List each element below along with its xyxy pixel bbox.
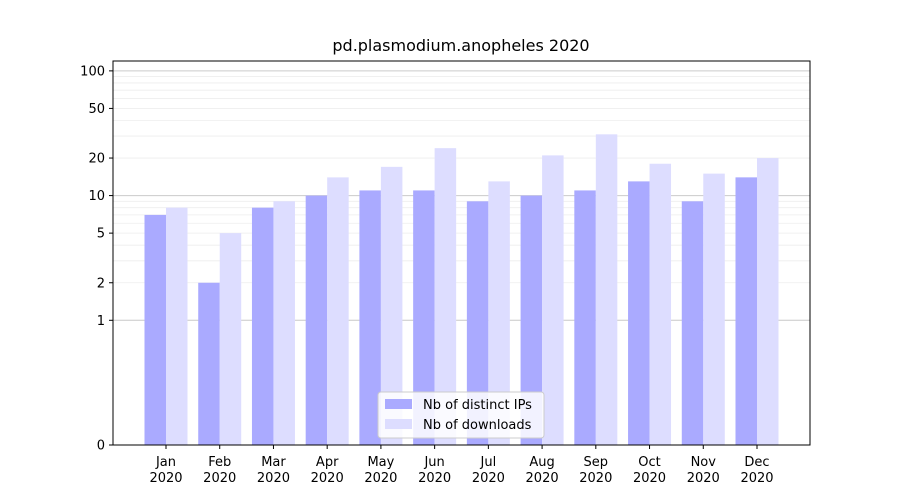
y-tick-label: 10 xyxy=(88,189,105,204)
y-tick-label: 50 xyxy=(88,102,105,117)
bar-downloads xyxy=(219,233,242,445)
x-tick-label-year: 2020 xyxy=(472,471,505,486)
bar-ips xyxy=(305,195,328,445)
legend-label: Nb of downloads xyxy=(423,418,532,433)
x-tick-label-year: 2020 xyxy=(257,471,290,486)
x-tick-label-year: 2020 xyxy=(687,471,720,486)
bar-downloads xyxy=(595,134,618,445)
x-tick-label-year: 2020 xyxy=(526,471,559,486)
y-tick-label: 20 xyxy=(88,152,105,167)
x-axis: Jan2020Feb2020Mar2020Apr2020May2020Jun20… xyxy=(149,445,774,486)
bar-ips xyxy=(251,207,274,445)
bar-downloads xyxy=(703,173,725,445)
x-tick-label-month: Apr xyxy=(316,455,339,470)
legend-label: Nb of distinct IPs xyxy=(423,398,532,413)
bar-downloads xyxy=(166,207,188,445)
legend-box xyxy=(377,391,545,439)
bar-downloads xyxy=(434,148,457,445)
bar-ips xyxy=(574,190,596,445)
legend-swatch xyxy=(385,419,412,429)
x-tick-label-year: 2020 xyxy=(311,471,344,486)
bar-ips xyxy=(359,190,381,445)
legend: Nb of distinct IPs Nb of downloads xyxy=(377,391,545,439)
x-tick-label-month: May xyxy=(367,455,394,470)
x-tick-label-year: 2020 xyxy=(579,471,612,486)
bar-downloads xyxy=(649,163,672,445)
x-tick-label-year: 2020 xyxy=(364,471,397,486)
y-axis: 0 1 2 5 10 20 50 100 xyxy=(80,64,113,454)
bar-ips xyxy=(520,195,543,445)
bar-downloads xyxy=(542,155,564,445)
bar-downloads xyxy=(327,177,349,445)
bar-ips xyxy=(413,190,435,445)
bars xyxy=(144,134,779,445)
x-tick-label-year: 2020 xyxy=(633,471,666,486)
legend-swatch xyxy=(385,399,412,409)
x-tick-label-month: Mar xyxy=(261,455,286,470)
bar-downloads xyxy=(757,158,779,445)
x-tick-label-month: Sep xyxy=(584,455,609,470)
bar-ips xyxy=(735,177,757,445)
y-tick-label: 100 xyxy=(80,64,105,79)
y-tick-label: 2 xyxy=(97,276,105,291)
bar-ips xyxy=(144,214,166,445)
x-tick-label-month: Jun xyxy=(423,455,444,470)
x-tick-label-month: Oct xyxy=(638,455,660,470)
x-tick-label-year: 2020 xyxy=(418,471,451,486)
x-tick-label-month: Dec xyxy=(744,455,769,470)
bar-downloads xyxy=(273,201,295,445)
plot-frame xyxy=(112,60,811,446)
x-tick-label-year: 2020 xyxy=(149,471,182,486)
x-tick-label-year: 2020 xyxy=(203,471,236,486)
bar-ips xyxy=(628,181,650,445)
bar-ips xyxy=(198,282,220,445)
x-tick-label-month: Jul xyxy=(480,455,497,470)
bar-ips xyxy=(466,201,489,445)
x-tick-label-year: 2020 xyxy=(740,471,773,486)
bar-downloads xyxy=(380,166,403,445)
x-tick-label-month: Aug xyxy=(529,455,554,470)
y-tick-label: 0 xyxy=(97,439,105,454)
bar-ips xyxy=(681,201,704,445)
y-tick-label: 5 xyxy=(97,227,105,242)
x-tick-label-month: Feb xyxy=(208,455,231,470)
y-tick-label: 1 xyxy=(97,314,105,329)
bar-downloads xyxy=(488,181,510,445)
x-tick-label-month: Jan xyxy=(155,455,176,470)
chart-title: pd.plasmodium.anopheles 2020 xyxy=(332,36,589,55)
x-tick-label-month: Nov xyxy=(691,455,717,470)
